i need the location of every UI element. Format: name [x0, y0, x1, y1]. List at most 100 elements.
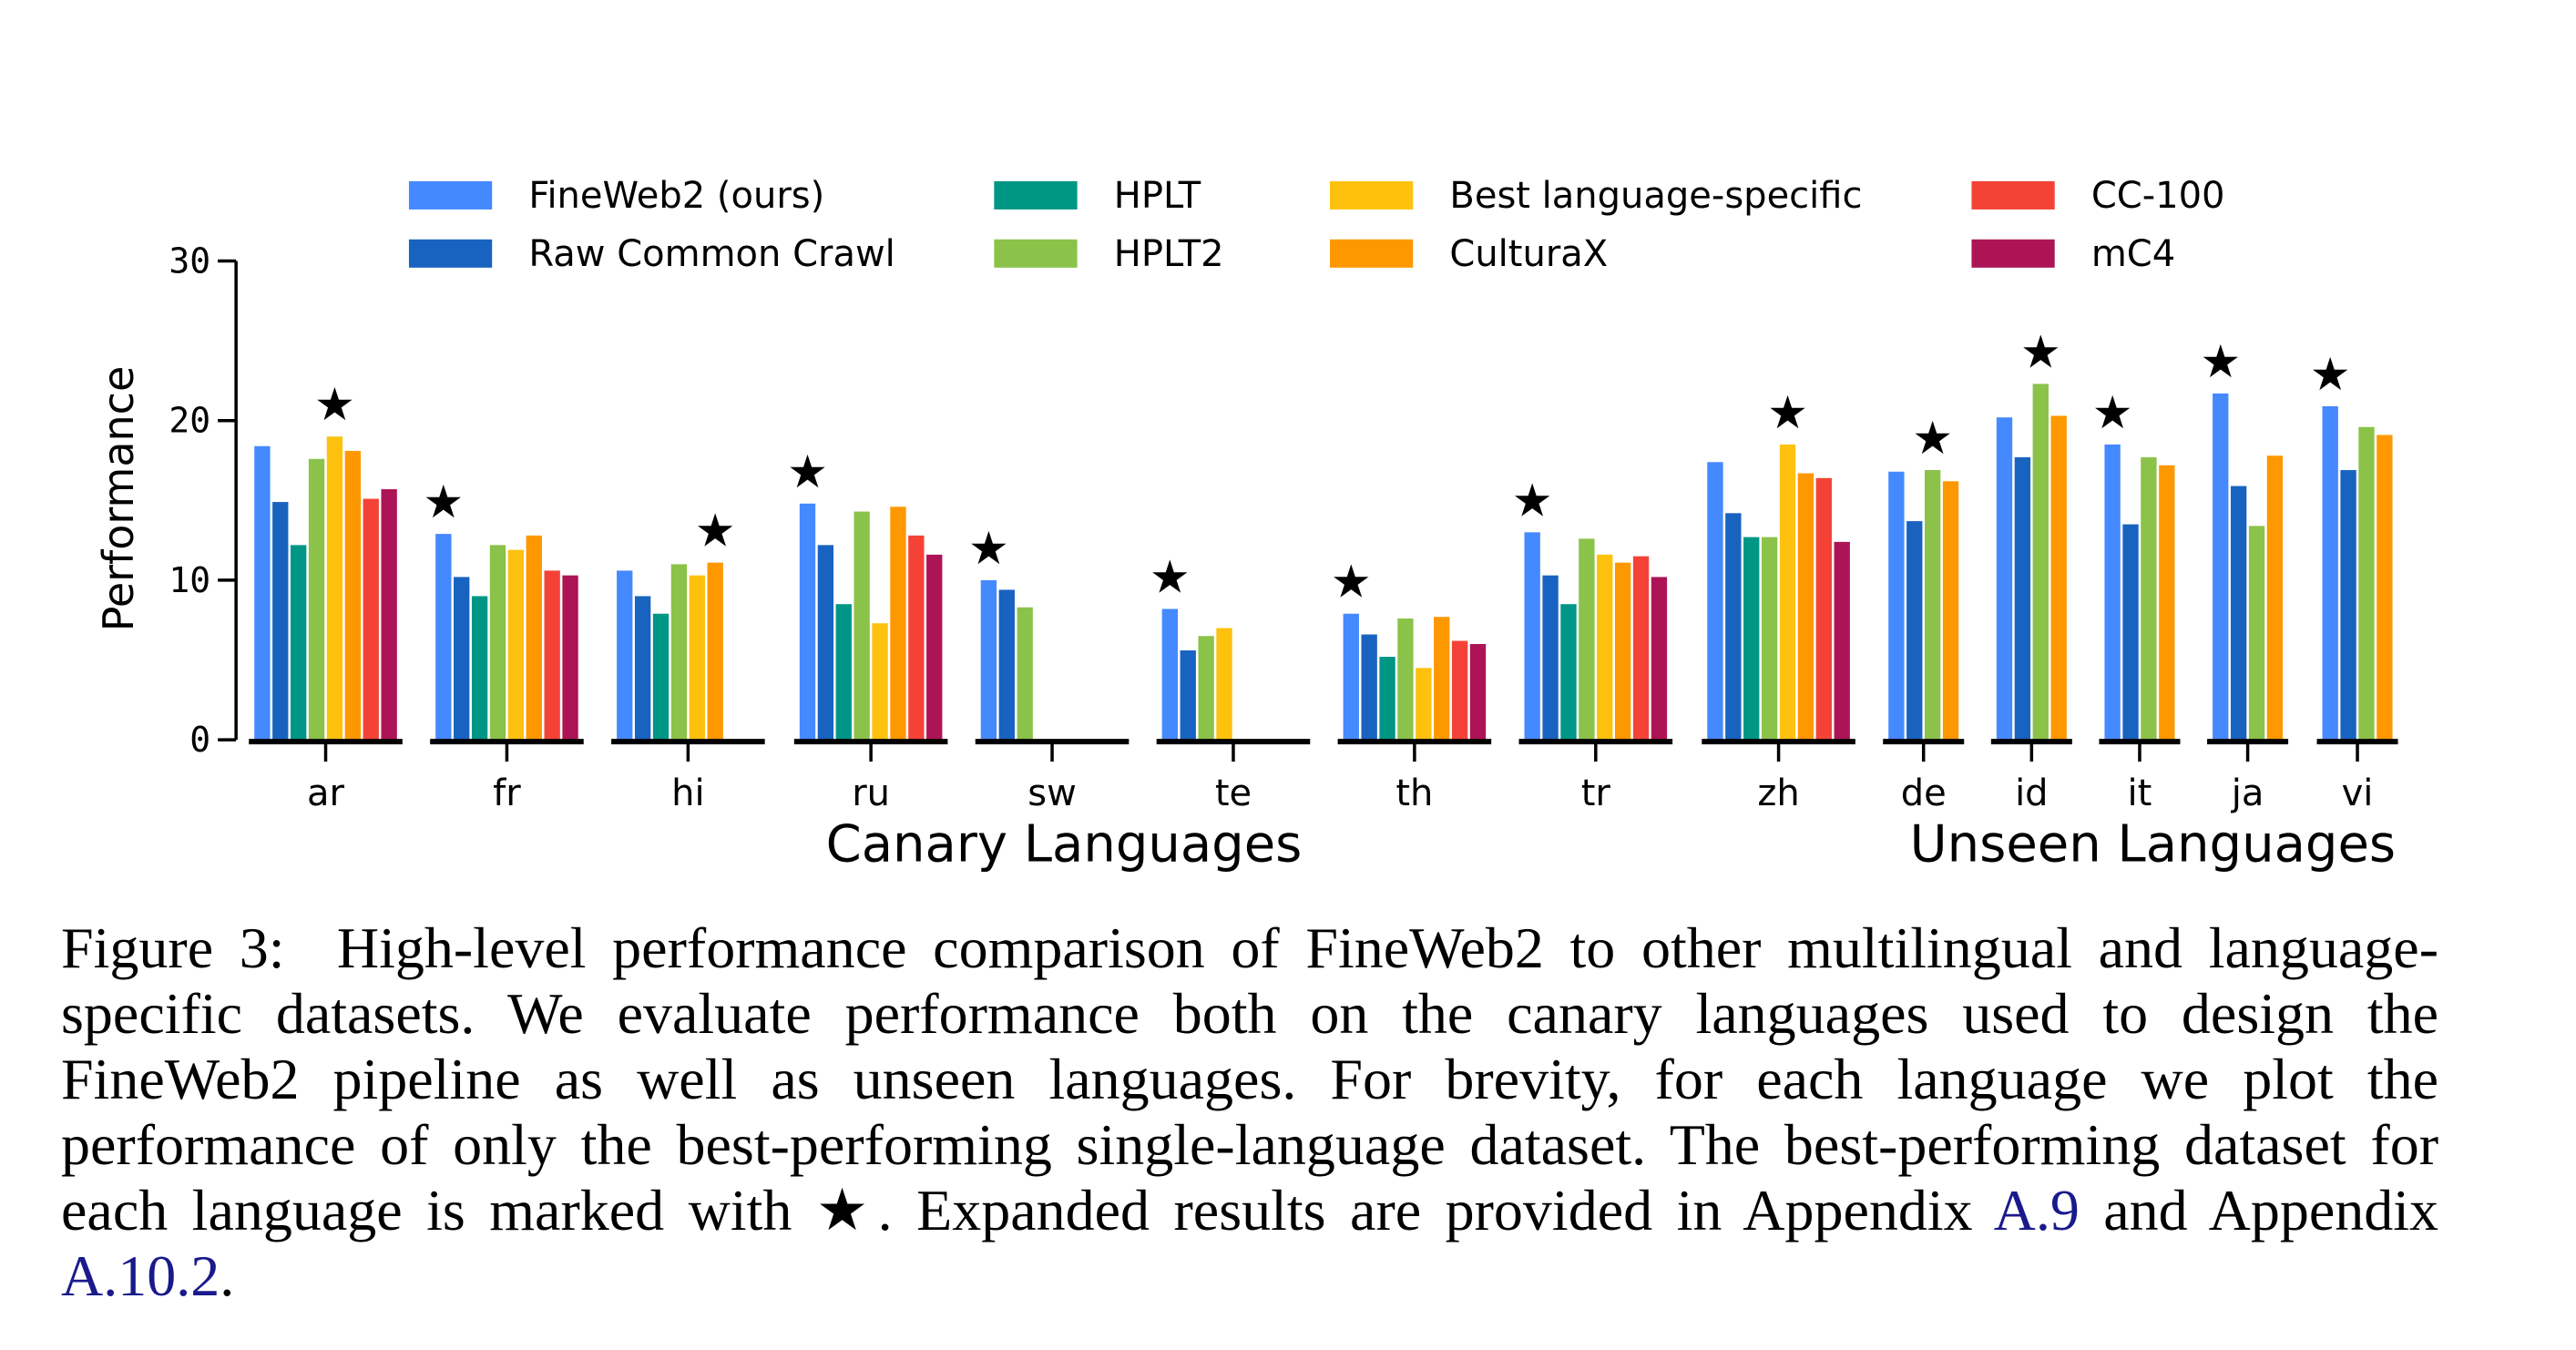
bar-te — [1180, 650, 1196, 741]
x-tick-label: it — [2128, 772, 2152, 814]
y-tick-label: 30 — [169, 241, 210, 281]
category-group-tr: tr ★ — [1512, 474, 1673, 814]
appendix-link-a9[interactable]: A.9 — [1993, 1178, 2080, 1243]
bar-hi — [689, 575, 705, 741]
bar-it — [2141, 457, 2157, 741]
bar-fr — [526, 535, 542, 741]
category-group-de: de ★ — [1883, 412, 1965, 814]
appendix-link-a10-2[interactable]: A.10.2 — [61, 1243, 220, 1308]
bar-ru — [926, 554, 943, 741]
category-group-hi: hi ★ — [611, 505, 765, 814]
bar-th — [1451, 640, 1468, 741]
bar-it — [2122, 524, 2139, 741]
bar-ja — [2230, 486, 2247, 741]
x-tick-label: ja — [2231, 772, 2264, 814]
legend-swatch — [1971, 180, 2055, 210]
bar-ja — [2213, 393, 2229, 741]
bar-zh — [1797, 473, 1814, 741]
bar-ja — [2248, 526, 2265, 741]
bar-id — [1996, 417, 2013, 741]
bar-th — [1397, 618, 1414, 741]
legend-label: Best language-specific — [1449, 175, 1862, 217]
bar-ru — [817, 545, 834, 741]
bar-chart: 0102030Performancear★fr★hi★ru★sw★te★th★t… — [94, 175, 2398, 874]
bar-ru — [890, 506, 906, 741]
bar-fr — [544, 570, 560, 741]
bar-th — [1416, 668, 1432, 741]
x-tick-label: hi — [671, 772, 704, 814]
best-star-icon: ★ — [2020, 325, 2061, 378]
bar-zh — [1761, 537, 1778, 741]
legend-item: Best language-specific — [1330, 175, 1862, 217]
bar-ja — [2266, 455, 2284, 741]
bar-zh — [1779, 445, 1796, 741]
bar-vi — [2340, 470, 2356, 741]
best-star-icon: ★ — [968, 522, 1009, 575]
legend-swatch — [1330, 239, 1414, 268]
bar-zh — [1743, 537, 1760, 741]
legend-swatch — [408, 239, 493, 268]
category-group-th: th ★ — [1331, 556, 1492, 814]
bar-fr — [435, 534, 452, 741]
bar-tr — [1542, 575, 1559, 741]
bar-ru — [872, 623, 888, 741]
y-tick-label: 10 — [169, 560, 210, 600]
bar-fr — [489, 545, 506, 741]
bar-fr — [471, 596, 488, 741]
bar-ru — [835, 604, 852, 741]
legend-label: HPLT2 — [1114, 233, 1224, 275]
bar-tr — [1632, 556, 1650, 741]
bar-tr — [1524, 532, 1540, 741]
category-group-ja: ja ★ — [2200, 335, 2289, 814]
best-star-icon: ★ — [1912, 412, 1953, 465]
bar-id — [2014, 457, 2031, 741]
best-star-icon: ★ — [2092, 386, 2133, 439]
bar-zh — [1834, 541, 1850, 741]
bar-ar — [381, 489, 397, 741]
bar-ru — [908, 535, 925, 741]
bar-fr — [562, 575, 578, 741]
caption-text: High-level performance comparison of Fin… — [61, 915, 2439, 1243]
category-group-ar: ar ★ — [249, 378, 403, 814]
bar-de — [1924, 470, 1941, 741]
bar-ar — [308, 458, 325, 741]
legend-label: Raw Common Crawl — [528, 233, 894, 275]
best-star-icon: ★ — [695, 505, 736, 557]
bar-fr — [507, 549, 525, 741]
bar-ar — [254, 445, 271, 741]
x-tick-label: th — [1395, 772, 1433, 814]
bar-zh — [1707, 462, 1723, 741]
best-star-icon: ★ — [1767, 386, 1808, 439]
bar-tr — [1651, 577, 1668, 741]
legend-item: FineWeb2 (ours) — [408, 175, 824, 217]
bar-te — [1216, 628, 1232, 741]
x-tick-label: de — [1901, 772, 1947, 814]
group-label-canary: Canary Languages — [826, 814, 1303, 874]
category-group-te: te ★ — [1150, 550, 1311, 814]
bar-vi — [2358, 426, 2375, 741]
legend-label: HPLT — [1114, 175, 1201, 217]
bar-th — [1379, 657, 1395, 741]
bar-tr — [1560, 604, 1577, 741]
legend-item: HPLT — [994, 175, 1201, 217]
bar-ru — [799, 503, 816, 741]
y-tick-label: 0 — [189, 720, 210, 760]
bar-de — [1906, 521, 1923, 741]
bar-tr — [1579, 538, 1595, 741]
y-tick-label: 20 — [169, 401, 210, 441]
bar-th — [1434, 617, 1450, 741]
bar-ar — [291, 545, 307, 741]
best-star-icon: ★ — [1512, 474, 1553, 527]
legend-label: CC-100 — [2091, 175, 2225, 217]
bar-sw — [998, 589, 1015, 741]
x-tick-label: fr — [493, 772, 521, 814]
x-tick-label: zh — [1757, 772, 1799, 814]
legend-label: CulturaX — [1449, 233, 1608, 275]
best-star-icon: ★ — [314, 378, 355, 431]
best-star-icon: ★ — [423, 476, 464, 528]
bar-de — [1888, 471, 1905, 741]
bar-zh — [1725, 513, 1742, 741]
bar-tr — [1597, 554, 1613, 741]
x-tick-label: te — [1215, 772, 1252, 814]
category-group-zh: zh ★ — [1702, 386, 1855, 814]
